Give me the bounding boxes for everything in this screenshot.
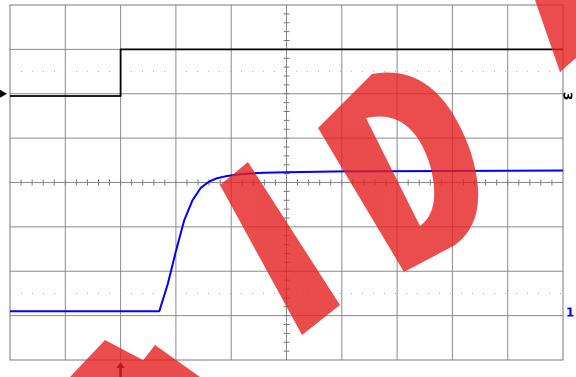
channel-3-ground-marker — [0, 89, 7, 98]
watermark-letter-d — [318, 72, 479, 272]
watermark-letter-a — [70, 340, 200, 377]
watermark-letter-n-diag — [220, 162, 340, 335]
series-1-trace — [10, 169, 564, 313]
series-layer — [10, 48, 564, 313]
series-3-trace — [10, 48, 563, 97]
watermark — [70, 0, 576, 377]
graticule — [9, 4, 564, 361]
watermark-letter-edge — [535, 0, 576, 72]
channel-1-label: 1 — [566, 306, 574, 320]
channel-3-label: 3 — [561, 92, 575, 100]
